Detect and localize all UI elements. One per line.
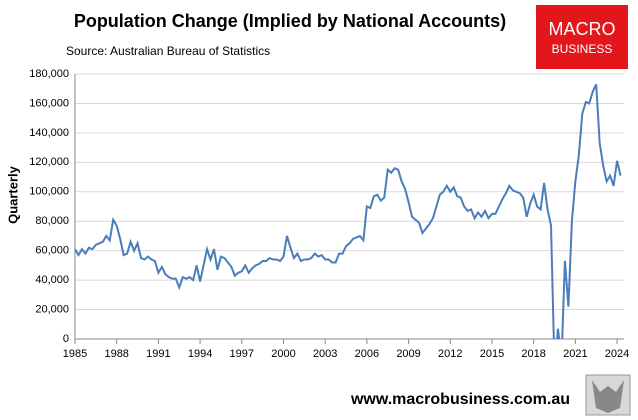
logo-text: BUSINESS (552, 42, 613, 56)
x-tick-label: 2012 (438, 348, 462, 360)
y-tick-label: 120,000 (29, 156, 69, 168)
y-tick-label: 20,000 (35, 303, 69, 315)
x-tick-label: 2006 (355, 348, 379, 360)
x-tick-label: 1985 (63, 348, 87, 360)
chart-subtitle: Source: Australian Bureau of Statistics (66, 44, 270, 58)
logo-text: MACRO (549, 19, 616, 39)
data-line (75, 83, 622, 339)
x-tick-label: 1997 (230, 348, 254, 360)
x-tick-label: 2018 (521, 348, 545, 360)
y-axis-label: Quarterly (5, 165, 20, 224)
x-tick-label: 2003 (313, 348, 337, 360)
y-tick-label: 0 (63, 333, 69, 345)
logo-box (536, 5, 628, 69)
x-tick-label: 1988 (104, 348, 128, 360)
x-tick-label: 2000 (271, 348, 295, 360)
x-tick-label: 2024 (605, 348, 629, 360)
y-tick-label: 60,000 (35, 245, 69, 257)
x-tick-label: 2015 (480, 348, 504, 360)
logo-icon (592, 380, 624, 413)
y-tick-label: 40,000 (35, 274, 69, 286)
y-tick-label: 140,000 (29, 127, 69, 139)
y-tick-label: 80,000 (35, 215, 69, 227)
x-tick-label: 2021 (563, 348, 587, 360)
y-tick-label: 160,000 (29, 97, 69, 109)
y-tick-label: 100,000 (29, 186, 69, 198)
x-tick-label: 2009 (396, 348, 420, 360)
chart-title: Population Change (Implied by National A… (74, 11, 506, 31)
y-tick-label: 180,000 (29, 68, 69, 80)
x-tick-label: 1991 (146, 348, 170, 360)
x-tick-label: 1994 (188, 348, 212, 360)
footer: www.macrobusiness.com.au (350, 391, 570, 408)
